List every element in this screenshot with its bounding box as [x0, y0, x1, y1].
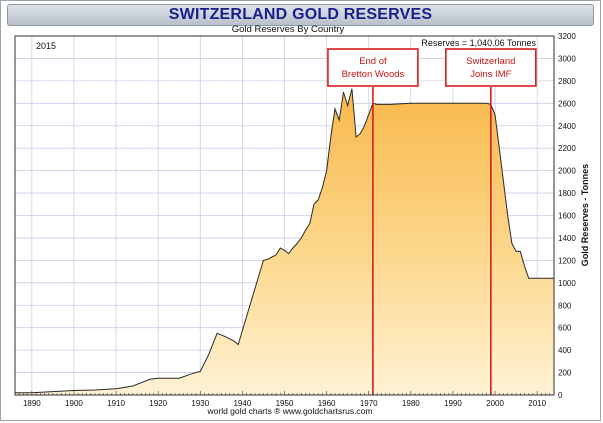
series-line [15, 88, 554, 394]
y-tick-label: 2000 [558, 167, 576, 176]
annotation-text: Switzerland [466, 56, 515, 67]
x-tick-label: 1910 [107, 399, 125, 408]
reserves-label: Reserves = 1,040.06 Tonnes [421, 38, 536, 48]
annotation-layer: End of Bretton Woods Switzerland Joins IMF [327, 48, 537, 395]
x-tick-label: 1960 [318, 399, 336, 408]
y-tick-label: 200 [558, 369, 572, 378]
annotation-box [445, 48, 537, 87]
y-tick-label: 2600 [558, 99, 576, 108]
annotation-text: Bretton Woods [342, 69, 405, 80]
y-tick-label: 1000 [558, 279, 576, 288]
y-tick-label: 1400 [558, 234, 576, 243]
x-tick-label: 1950 [276, 399, 294, 408]
y-tick-label: 2200 [558, 144, 576, 153]
x-tick-label: 1930 [191, 399, 209, 408]
x-tick-label: 2010 [528, 399, 546, 408]
x-tick-label: 2000 [486, 399, 504, 408]
footer-credit: world gold charts ® www.goldchartsrus.co… [207, 406, 373, 416]
y-tick-label: 600 [558, 324, 572, 333]
y-tick-label: 0 [558, 391, 563, 400]
y-axis-label: Gold Reserves - Tonnes [580, 164, 590, 266]
x-tick-label: 1980 [402, 399, 420, 408]
y-tick-label: 1800 [558, 189, 576, 198]
annotation-box [327, 48, 419, 87]
x-tick-label: 1890 [23, 399, 41, 408]
chart-subtitle: Gold Reserves By Country [232, 24, 345, 35]
x-tick-label: 1970 [360, 399, 378, 408]
x-tick-label: 1920 [149, 399, 167, 408]
x-tick-label: 1900 [65, 399, 83, 408]
y-tick-label: 2400 [558, 122, 576, 131]
year-label: 2015 [36, 41, 56, 51]
y-tick-label: 2800 [558, 77, 576, 86]
annotation-text: End of [359, 56, 387, 67]
y-tick-label: 1600 [558, 212, 576, 221]
x-tick-label: 1940 [233, 399, 251, 408]
series-area-fill [15, 88, 554, 395]
x-tick-label: 1990 [444, 399, 462, 408]
title-bar: SWITZERLAND GOLD RESERVES [7, 4, 594, 26]
y-tick-label: 800 [558, 301, 572, 310]
y-tick-label: 3000 [558, 54, 576, 63]
tick-labels: 0 200 400 600 800 1000 1200 1400 1600 1800 2000 220… [14, 32, 576, 408]
y-tick-label: 3200 [558, 32, 576, 41]
y-tick-label: 400 [558, 346, 572, 355]
chart-title: SWITZERLAND GOLD RESERVES [168, 6, 433, 23]
y-tick-label: 1200 [558, 256, 576, 265]
annotation-text: Joins IMF [470, 69, 511, 80]
area-layer [15, 88, 554, 395]
